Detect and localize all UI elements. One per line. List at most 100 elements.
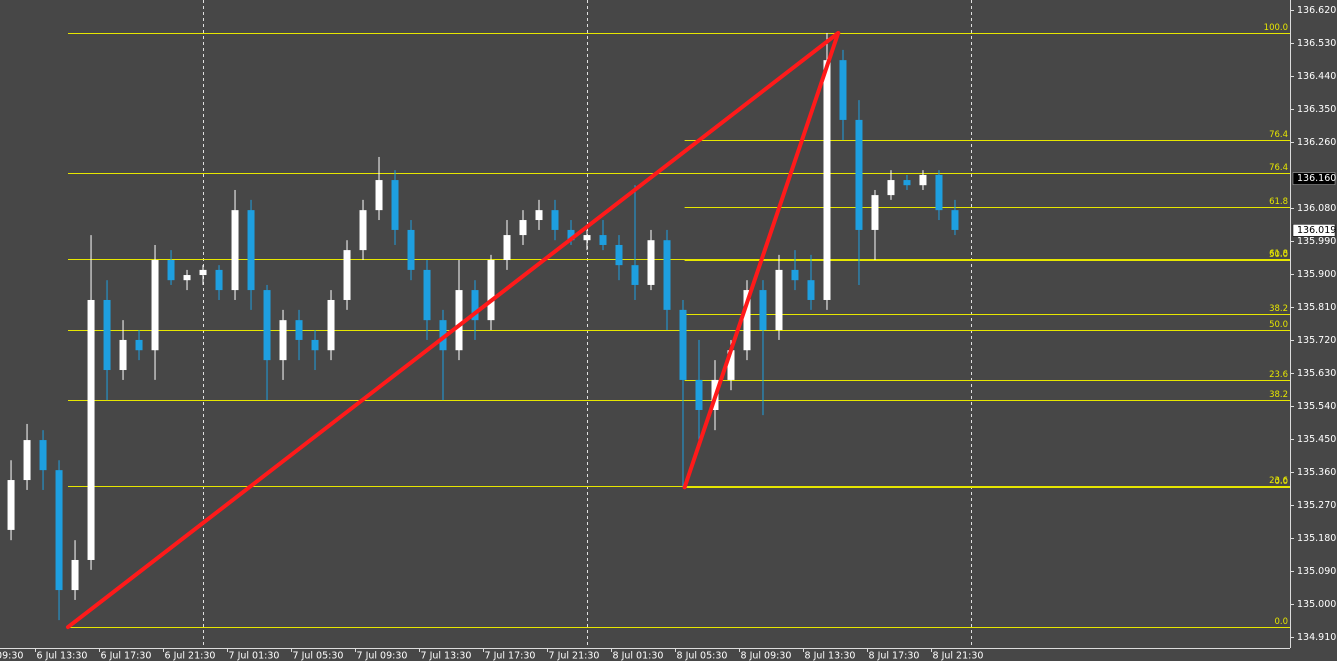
x-tick-label: 8 Jul 17:30 xyxy=(869,651,920,661)
candle-body xyxy=(839,60,847,120)
candle-body xyxy=(903,180,911,186)
candle-body xyxy=(87,299,95,560)
x-tick-label: 7 Jul 09:30 xyxy=(357,651,408,661)
candle-body xyxy=(439,320,447,351)
fib-label: 76.4 xyxy=(1269,130,1288,140)
y-tick-label: 134.910 xyxy=(1297,632,1336,643)
candle-body xyxy=(855,119,863,230)
candle-body xyxy=(679,309,687,380)
x-tick-label: 6 Jul 17:30 xyxy=(101,651,152,661)
candle-body xyxy=(599,235,607,245)
y-tick-label: 135.810 xyxy=(1297,302,1336,313)
candle-body xyxy=(375,180,383,211)
fib-label: 61.8 xyxy=(1269,197,1288,207)
candle-body xyxy=(103,299,111,371)
candle-body xyxy=(663,240,671,310)
candle-body xyxy=(263,290,271,361)
price-label: 136.160 xyxy=(1297,173,1336,184)
candle-body xyxy=(359,210,367,251)
candle-body xyxy=(455,290,463,351)
y-tick-label: 135.900 xyxy=(1297,269,1336,280)
candle-body xyxy=(727,350,735,380)
candle-body xyxy=(887,180,895,196)
fib-label: 50.0 xyxy=(1269,250,1288,260)
candle-body xyxy=(807,280,815,300)
candle-body xyxy=(615,244,623,266)
candle-body xyxy=(551,210,559,230)
fib-label: 38.2 xyxy=(1269,304,1288,314)
candle-body xyxy=(791,269,799,281)
price-label-box xyxy=(1292,224,1336,237)
x-tick-label: 7 Jul 01:30 xyxy=(229,651,280,661)
candle-body xyxy=(295,320,303,340)
candle-body xyxy=(743,290,751,351)
y-tick-label: 135.720 xyxy=(1297,335,1336,346)
fib-label: 50.0 xyxy=(1269,320,1288,330)
x-tick-label: 8 Jul 05:30 xyxy=(677,651,728,661)
candle-body xyxy=(487,260,495,321)
candle-body xyxy=(871,195,879,230)
candle-body xyxy=(567,229,575,241)
x-tick-label: 8 Jul 09:30 xyxy=(741,651,792,661)
candle-body xyxy=(775,269,783,331)
y-tick-label: 135.180 xyxy=(1297,533,1336,544)
y-tick-label: 135.360 xyxy=(1297,467,1336,478)
candle-body xyxy=(71,559,79,591)
fib-label: 76.4 xyxy=(1269,163,1288,173)
plot-area xyxy=(7,0,1290,648)
x-tick-label: 6 Jul 09:30 xyxy=(0,651,23,661)
candle-body xyxy=(199,269,207,276)
fib-label: 23.6 xyxy=(1269,476,1288,486)
candle-body xyxy=(311,339,319,351)
candle-body xyxy=(503,235,511,261)
fib-label: 0.0 xyxy=(1274,617,1288,627)
x-tick-label: 6 Jul 13:30 xyxy=(37,651,88,661)
y-tick-label: 136.350 xyxy=(1297,104,1336,115)
x-tick-label: 8 Jul 01:30 xyxy=(613,651,664,661)
fib-label: 38.2 xyxy=(1269,390,1288,400)
candle-body xyxy=(647,240,655,285)
candle-body xyxy=(231,210,239,291)
candle-body xyxy=(471,290,479,321)
candle-body xyxy=(519,220,527,236)
x-tick-label: 6 Jul 21:30 xyxy=(165,651,216,661)
candle-body xyxy=(631,265,639,285)
candle-body xyxy=(823,60,831,300)
candle-body xyxy=(535,210,543,221)
candle-body xyxy=(935,174,943,211)
fib-label: 0.0 xyxy=(1274,477,1288,487)
y-tick-label: 136.440 xyxy=(1297,71,1336,82)
x-tick-label: 8 Jul 13:30 xyxy=(805,651,856,661)
candle-body xyxy=(391,180,399,230)
candle-body xyxy=(279,320,287,361)
y-tick-label: 136.530 xyxy=(1297,38,1336,49)
candle-body xyxy=(183,275,191,281)
y-tick-label: 135.000 xyxy=(1297,599,1336,610)
candle-body xyxy=(919,174,927,186)
candle-body xyxy=(247,210,255,291)
price-label: 136.019 xyxy=(1297,225,1336,236)
candle-body xyxy=(151,260,159,351)
y-tick-label: 135.990 xyxy=(1297,236,1336,247)
x-tick-label: 7 Jul 21:30 xyxy=(549,651,600,661)
candle-body xyxy=(135,339,143,351)
candle-body xyxy=(759,290,767,331)
trend-line xyxy=(65,31,841,630)
fib-label: 100.0 xyxy=(1264,23,1288,33)
price-label-box xyxy=(1292,172,1336,185)
candle-body xyxy=(7,480,15,530)
y-tick-label: 135.540 xyxy=(1297,401,1336,412)
candle-body xyxy=(951,210,959,230)
y-tick-label: 136.080 xyxy=(1297,203,1336,214)
fib-label: 23.6 xyxy=(1269,370,1288,380)
trend-line xyxy=(682,31,841,490)
candle-body xyxy=(407,229,415,270)
candle-body xyxy=(55,470,63,591)
x-tick-label: 8 Jul 21:30 xyxy=(933,651,984,661)
x-tick-label: 7 Jul 13:30 xyxy=(421,651,472,661)
candle-body xyxy=(695,379,703,410)
candle-body xyxy=(215,269,223,291)
candle-body xyxy=(327,299,335,351)
y-tick-label: 136.620 xyxy=(1297,5,1336,16)
